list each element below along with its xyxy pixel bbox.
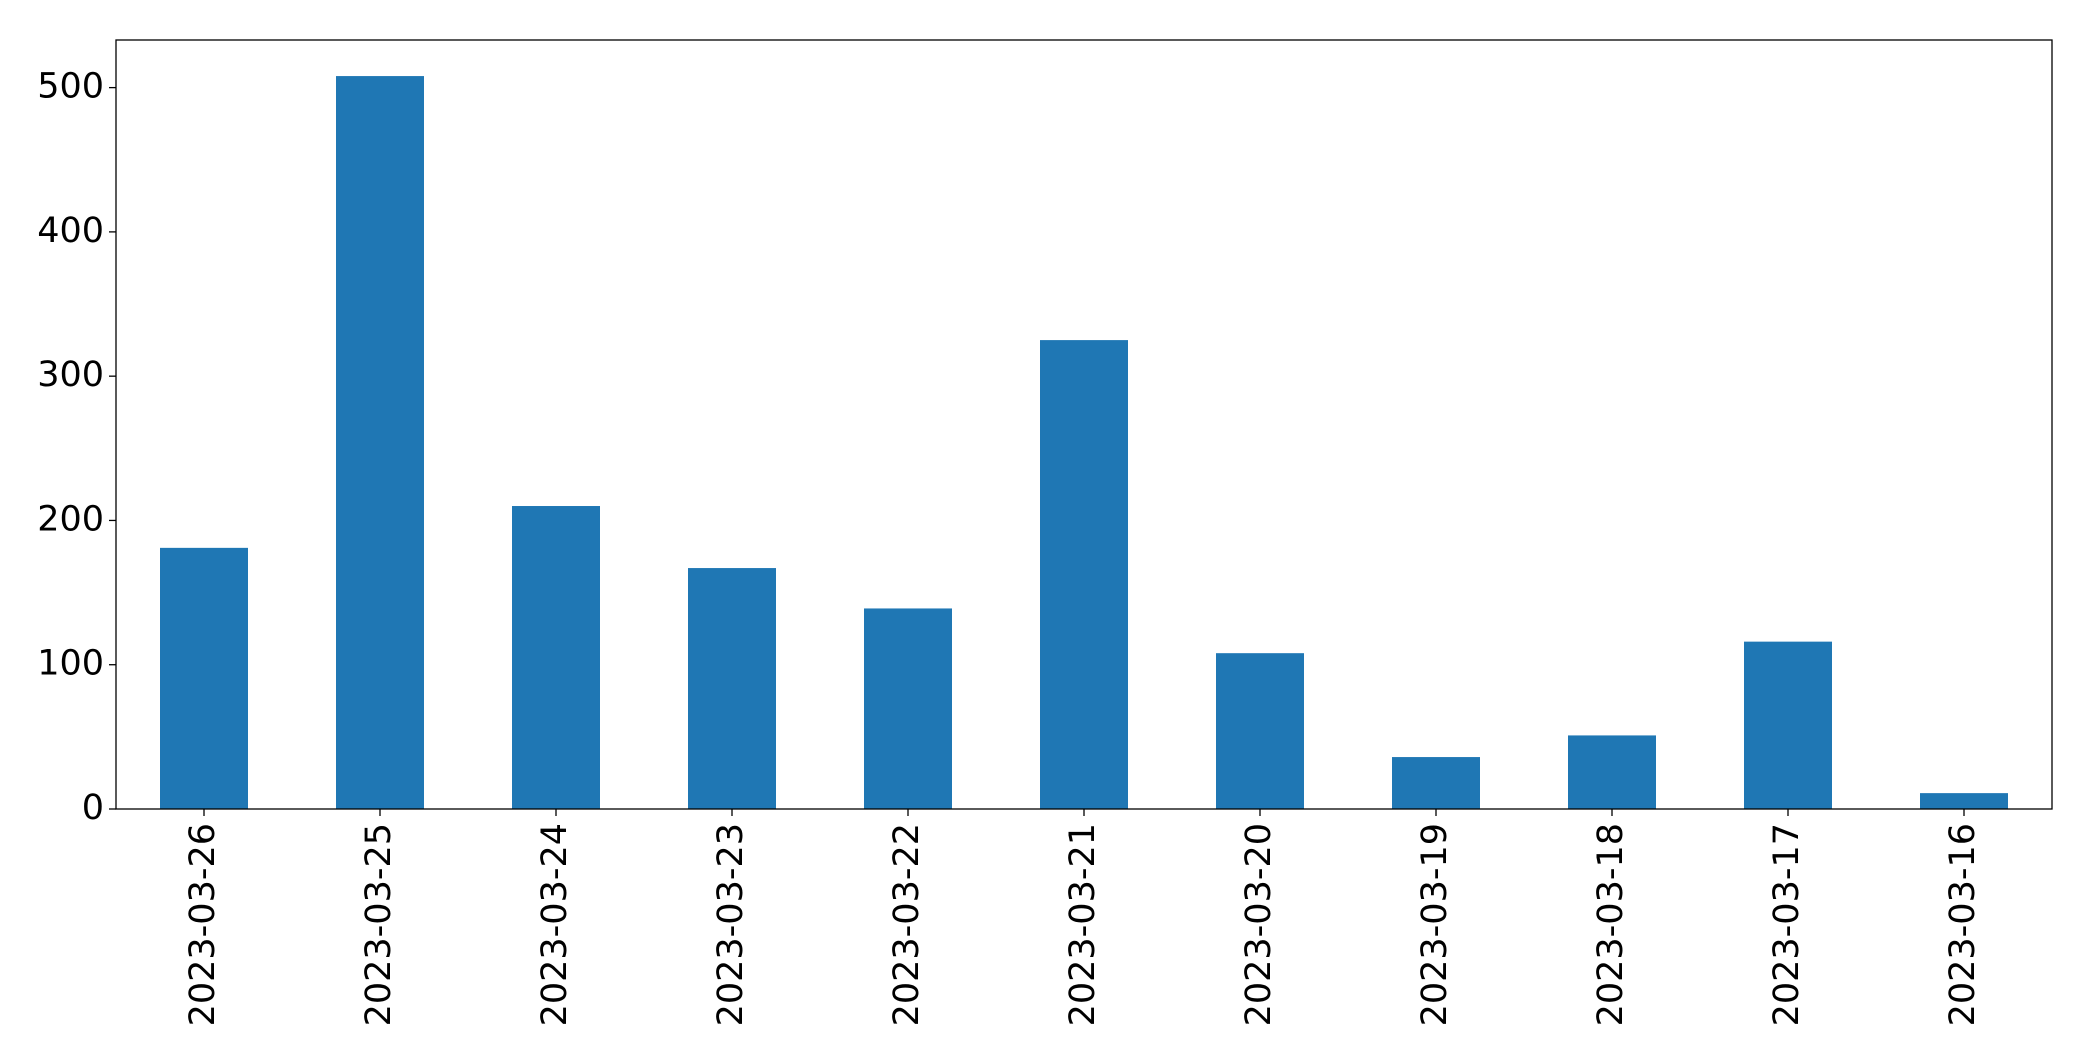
x-tick-label: 2023-03-25 [359,823,399,1026]
y-tick-label: 400 [37,211,104,251]
y-tick-label: 0 [82,788,104,828]
x-tick-label: 2023-03-19 [1415,823,1455,1026]
bar [1216,653,1304,809]
y-tick-label: 500 [37,67,104,107]
bar [1040,340,1128,809]
x-tick-label: 2023-03-16 [1943,823,1983,1026]
plot-frame [115,39,2053,810]
bar [1392,757,1480,809]
x-tick-label: 2023-03-18 [1591,823,1631,1026]
x-tick-label: 2023-03-20 [1239,823,1279,1026]
bar [160,547,248,809]
bar [688,568,776,809]
bar [864,608,952,809]
x-tick-label: 2023-03-23 [711,823,751,1026]
bar [1744,641,1832,809]
bar [1920,793,2008,809]
x-tick-label: 2023-03-17 [1767,823,1807,1026]
bar [1568,735,1656,809]
x-tick-label: 2023-03-22 [887,823,927,1026]
y-tick-label: 100 [37,644,104,684]
x-tick-label: 2023-03-24 [535,823,575,1026]
y-tick-label: 300 [37,355,104,395]
bar [336,76,424,810]
bar [512,506,600,809]
y-tick-label: 200 [37,499,104,539]
x-tick-label: 2023-03-21 [1063,823,1103,1026]
x-tick-label: 2023-03-26 [183,823,223,1026]
